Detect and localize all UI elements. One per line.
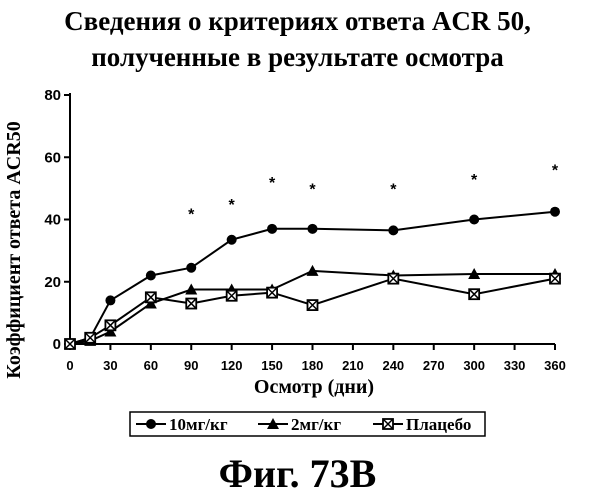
y-tick-label: 60: [44, 149, 61, 166]
y-tick-label: 0: [53, 336, 61, 353]
x-tick-label: 240: [382, 358, 404, 373]
x-tick-label: 120: [221, 358, 243, 373]
point-square-x: [550, 274, 560, 284]
x-tick-label: 270: [423, 358, 445, 373]
series-circle: [65, 207, 560, 349]
point-square-x: [227, 291, 237, 301]
point-square-x: [388, 274, 398, 284]
point-square-x: [85, 333, 95, 343]
significance-asterisk: *: [471, 172, 478, 189]
chart-axes: 0 20 40 60 80 0 30 60 90 120 150 180 210 240 270 300 330…: [44, 87, 566, 373]
series-line: [70, 279, 555, 344]
point-circle: [186, 263, 196, 273]
x-tick-label: 60: [144, 358, 158, 373]
line-chart: 0 20 40 60 80 0 30 60 90 120 150 180 210 240 270 300 330…: [0, 0, 595, 450]
significance-asterisk: *: [309, 181, 316, 198]
legend-label: 2мг/кг: [291, 415, 341, 434]
point-square-x: [383, 419, 393, 429]
legend-label: 10мг/кг: [169, 415, 228, 434]
point-circle: [550, 207, 560, 217]
x-tick-label: 90: [184, 358, 198, 373]
point-circle: [388, 225, 398, 235]
x-tick-label: 0: [66, 358, 73, 373]
point-square-x: [267, 288, 277, 298]
point-square-x: [186, 299, 196, 309]
point-circle: [146, 271, 156, 281]
significance-asterisk: *: [229, 197, 236, 214]
point-square-x: [65, 339, 75, 349]
y-tick-label: 80: [44, 87, 61, 104]
point-circle: [146, 419, 156, 429]
significance-asterisk: *: [269, 175, 276, 192]
significance-asterisk: *: [552, 163, 559, 180]
y-tick-label: 20: [44, 274, 61, 291]
point-circle: [469, 215, 479, 225]
chart-series: [64, 207, 561, 349]
chart-annotations: * * * * * * *: [188, 163, 559, 224]
point-circle: [308, 224, 318, 234]
point-square-x: [105, 320, 115, 330]
point-square-x: [308, 300, 318, 310]
x-tick-label: 300: [463, 358, 485, 373]
significance-asterisk: *: [188, 206, 195, 223]
y-tick-label: 40: [44, 212, 61, 229]
legend-label: Плацебо: [406, 415, 471, 434]
x-tick-label: 180: [302, 358, 324, 373]
x-tick-label: 210: [342, 358, 364, 373]
x-tick-label: 360: [544, 358, 566, 373]
y-axis-label: Коэффициент ответа ACR50: [3, 121, 25, 378]
figure-label: Фиг. 73B: [0, 452, 595, 496]
x-tick-label: 150: [261, 358, 283, 373]
point-square-x: [469, 289, 479, 299]
x-tick-label: 330: [504, 358, 526, 373]
x-tick-label: 30: [103, 358, 117, 373]
point-square-x: [146, 292, 156, 302]
x-axis-label: Осмотр (дни): [254, 376, 374, 398]
point-circle: [105, 295, 115, 305]
point-circle: [267, 224, 277, 234]
significance-asterisk: *: [390, 181, 397, 198]
chart-legend: 10мг/кг 2мг/кг Плацебо: [130, 412, 485, 436]
point-circle: [227, 235, 237, 245]
